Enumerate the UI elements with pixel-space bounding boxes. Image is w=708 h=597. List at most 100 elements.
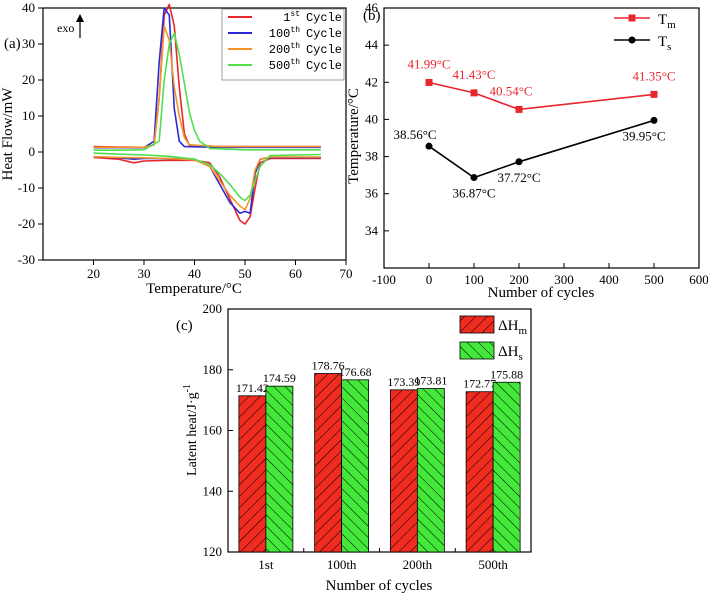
panel-b-xtick-label: 400	[599, 272, 619, 287]
panel-c-xlabel: Number of cycles	[326, 578, 433, 594]
panel-b-series-Ts-line	[428, 119, 655, 179]
panel-a-legend-word: Cycle	[306, 11, 342, 25]
panel-b-point-square	[425, 78, 433, 86]
panel-a-xtick-label: 30	[138, 266, 151, 281]
panel-c-ylabel-sup: -1	[182, 384, 193, 392]
panel-b-point-square	[515, 105, 523, 113]
panel-a-ytick-label: -20	[18, 216, 35, 231]
panel-b-frame	[383, 7, 700, 269]
panel-b-ytick-label: 44	[365, 37, 379, 52]
panel-b-point-circle	[425, 142, 433, 150]
panel-c-bar-value-label: 175.88	[490, 367, 523, 381]
panel-c-bar-hm	[465, 391, 494, 553]
legend-sub: m	[667, 19, 676, 31]
panel-c-legend-label: ΔHm	[498, 318, 527, 337]
panel-a-xlabel: Temperature/°C	[146, 281, 242, 297]
legend-sub: m	[518, 325, 527, 337]
panel-b-ytick-label: 36	[365, 186, 379, 201]
legend-sup: th	[290, 42, 300, 51]
panel-b-xtick-label: 0	[426, 272, 433, 287]
legend-base: T	[658, 34, 667, 50]
panel-b-legend-marker	[628, 36, 636, 44]
panel-c-bar-hs	[265, 385, 294, 553]
panel-a-xtick-label: 40	[188, 266, 201, 281]
panel-c-bar-value-label: 171.42	[236, 381, 269, 395]
panel-b-xtick-label: -100	[372, 272, 396, 287]
panel-b-ytick-label: 40	[365, 111, 378, 126]
panel-a-ytick-label: 10	[22, 108, 35, 123]
legend-sup: th	[290, 58, 300, 67]
panel-b-ytick-label: 42	[365, 74, 378, 89]
panel-a-ytick-label: -10	[18, 180, 35, 195]
panel-b-data-label: 40.54°C	[489, 83, 532, 98]
panel-c-ytick-label: 180	[203, 362, 223, 377]
exo-annotation: exo	[57, 21, 74, 35]
legend-base: T	[658, 12, 667, 28]
panel-b-legend-label: Tm	[658, 12, 676, 31]
legend-base: 500	[269, 59, 291, 73]
panel-a-legend-word: Cycle	[306, 27, 342, 41]
panel-a-ylabel: Heat Flow/mW	[0, 87, 16, 181]
legend-base: ΔH	[498, 344, 519, 360]
panel-b-xlabel: Number of cycles	[488, 285, 595, 301]
legend-base: 100	[269, 27, 291, 41]
panel-c-bar-value-label: 178.76	[312, 359, 345, 373]
legend-sup: st	[290, 10, 300, 19]
panel-b-data-label: 41.99°C	[407, 56, 450, 71]
panel-c-category-label: 500th	[478, 557, 508, 572]
panel-b-ytick-label: 38	[365, 149, 378, 164]
panel-a-ytick-label: 30	[22, 36, 35, 51]
panel-b-ylabel: Temperature/°C	[346, 88, 362, 184]
panel-b-point-circle	[650, 116, 658, 124]
panel-c-bar-hm	[238, 395, 267, 553]
panel-c-bar-value-label: 174.59	[263, 371, 296, 385]
panel-a-legend-label: 500th	[269, 58, 300, 73]
panel-a: (a) 20 30 40 50 60 70 -30 -20 -10 0 10 20 30 40 exo 1…	[0, 0, 353, 297]
legend-base: 1	[283, 11, 290, 25]
panel-b-point-circle	[515, 158, 523, 166]
panel-c: (c) 120 140 160 180 200 1st 100th 200th 500th 17…	[176, 301, 532, 594]
panel-b-data-label: 41.35°C	[632, 68, 675, 83]
panel-c-ytick-label: 120	[203, 544, 223, 559]
panel-c-bar-hm	[389, 389, 418, 553]
panel-c-category-label: 200th	[403, 557, 433, 572]
panel-a-legend-label: 200th	[269, 42, 300, 57]
panel-a-xtick-label: 20	[87, 266, 100, 281]
panel-b-ytick-label: 34	[365, 223, 379, 238]
panel-b-point-square	[650, 90, 658, 98]
panel-a-xtick-label: 70	[340, 266, 353, 281]
legend-base: 200	[269, 43, 291, 57]
panel-a-series-4-heating-line	[93, 152, 321, 202]
panel-a-legend-label: 1st	[283, 10, 300, 25]
panel-c-bar-value-label: 176.68	[339, 365, 372, 379]
panel-c-legend-swatch	[459, 341, 495, 360]
panel-a-ytick-label: 0	[29, 144, 36, 159]
panel-c-label: (c)	[176, 318, 193, 334]
panel-c-ytick-label: 160	[203, 423, 223, 438]
panel-b-data-label: 41.43°C	[452, 67, 495, 82]
panel-b-point-circle	[470, 174, 478, 182]
panel-a-xtick-label: 60	[289, 266, 302, 281]
panel-a-xtick-label: 50	[239, 266, 252, 281]
panel-a-label: (a)	[4, 36, 21, 52]
panel-a-series-4-cooling-line	[93, 32, 321, 151]
panel-c-ylabel-main: Latent heat/J·g	[185, 392, 200, 476]
panel-c-bar-value-label: 173.39	[387, 375, 420, 389]
panel-a-legend	[221, 8, 345, 81]
legend-base: ΔH	[498, 318, 519, 334]
panel-a-ytick-label: 40	[22, 0, 35, 15]
panel-b-legend-label: Ts	[658, 34, 671, 53]
panel-b-xtick-label: 600	[689, 272, 708, 287]
panel-b-xtick-label: 200	[509, 272, 529, 287]
panel-b-data-label: 36.87°C	[452, 186, 495, 201]
panel-b: (b) -100 0 100 200 300 400 500 600 34 36 38 40 42 44 4…	[346, 0, 708, 301]
panel-a-series-1-heating-line	[93, 156, 321, 225]
panel-a-legend-label: 100th	[269, 26, 300, 41]
panel-b-data-label: 39.95°C	[622, 128, 665, 143]
panel-b-legend-marker	[628, 14, 636, 22]
panel-c-category-label: 100th	[327, 557, 357, 572]
panel-c-bar-hs	[492, 381, 521, 553]
panel-b-xtick-label: 100	[464, 272, 484, 287]
